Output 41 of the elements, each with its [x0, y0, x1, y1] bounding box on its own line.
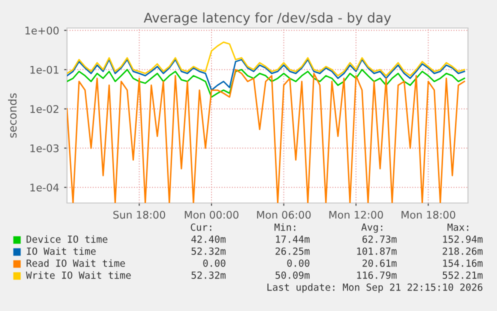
text: 26.25m	[276, 247, 310, 255]
text: Max:	[448, 224, 468, 231]
text: 552.21m	[442, 271, 483, 279]
text: Avg:	[361, 224, 382, 233]
text: 20.61m	[362, 259, 397, 267]
legend-label: Read IO Wait time	[26, 259, 125, 267]
text: 50.09m	[276, 271, 310, 279]
legend-label: Write IO Wait time	[26, 271, 131, 279]
x-tick-label: Mon 00:00	[184, 210, 238, 219]
legend-label: Device IO time	[26, 235, 108, 243]
x-tick-label: Mon 06:00	[257, 210, 311, 219]
text: 101.87m	[357, 247, 397, 255]
text: 52.32m	[192, 247, 226, 255]
text: 17.44m	[276, 236, 310, 243]
text: 0.00	[287, 259, 310, 267]
text: 52.32m	[192, 271, 226, 279]
y-tick-label: 1e-03	[30, 144, 59, 152]
text: 154.16m	[443, 259, 483, 267]
text: 62.73m	[362, 235, 397, 243]
chart-title: Average latency for /dev/sda - by day	[144, 12, 391, 26]
y-axis-title: seconds	[8, 93, 17, 138]
x-tick-label: Mon 18:00	[402, 210, 456, 219]
text: 152.94m	[443, 235, 483, 243]
text: Last update: Mon Sep 21 22:15:10 2026	[267, 283, 482, 293]
y-tick-label: 1e-01	[30, 66, 58, 74]
text: Min:	[274, 223, 296, 231]
line-series	[67, 58, 466, 91]
line-series	[67, 68, 466, 203]
legend-label: IO Wait time	[26, 247, 96, 255]
y-tick-label: 1e+00	[25, 26, 59, 34]
y-tick-label: 1e-04	[30, 184, 59, 192]
text: 116.79m	[357, 271, 397, 279]
text: 42.40m	[191, 235, 226, 243]
line-series	[67, 68, 466, 98]
y-tick-label: 1e-02	[30, 105, 58, 113]
text: 0.00	[203, 259, 226, 267]
line-series	[67, 42, 466, 76]
x-tick-label: Sun 18:00	[113, 210, 166, 219]
text: 218.26m	[442, 247, 483, 255]
text: Cur:	[190, 223, 212, 231]
x-tick-label: Mon 12:00	[329, 210, 383, 219]
